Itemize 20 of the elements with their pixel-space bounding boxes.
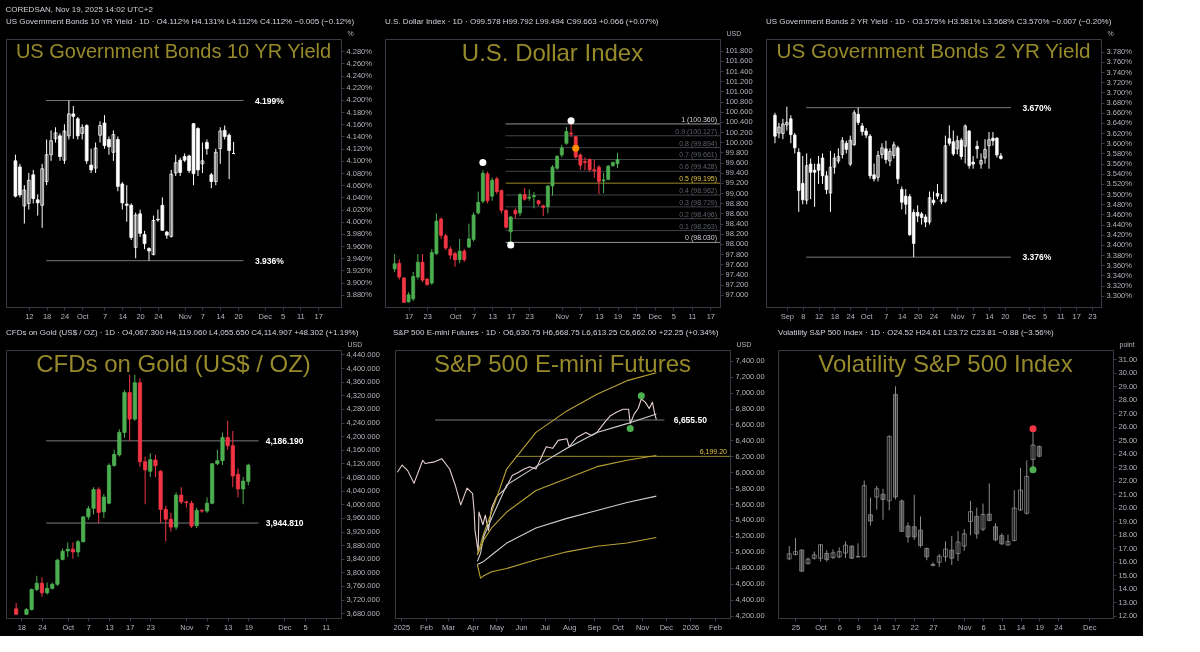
ref-line-label: 3.670% xyxy=(1022,102,1052,113)
chart-title: US Government Bonds 2 YR Yield xyxy=(776,39,1091,62)
chart-subtitle: US Government Bonds 2 YR Yield · 1D · O3.575% H3.581% L3.568% C3.570% −0.007 (−0.20%) xyxy=(766,17,1112,26)
ref-line-label: 4.199% xyxy=(255,95,285,106)
chart-title: U.S. Dollar Index xyxy=(461,39,644,66)
chart-subtitle: US Government Bonds 10 YR Yield · 1D · O4.112% H4.131% L4.112% C4.112% −0.005 (−0.12%) xyxy=(6,17,355,26)
chart-subtitle: S&P 500 E-mini Futures · 1D · O6,630.75 H6,668.75 L6,613.25 C6,662.00 +22.25 (+0.34%) xyxy=(392,328,719,337)
chart-subtitle: Volatility S&P 500 Index · 1D · O24.52 H24.61 L23.72 C23.81 −0.88 (−3.56%) xyxy=(778,328,1054,337)
ref-line-label: 3.936% xyxy=(255,255,285,266)
chart-subtitle: U.S. Dollar Index · 1D · O99.578 H99.792 L99.494 C99.663 +0.066 (+0.07%) xyxy=(385,17,659,26)
chart-title: CFDs on Gold (US$ / OZ) xyxy=(36,350,311,377)
chart-subtitle: CFDs on Gold (US$ / OZ) · 1D · O4,067.300 H4,119.060 L4,055.650 C4,114.907 +48.302 (+1.19%) xyxy=(6,328,359,337)
ref-line-label: 3.376% xyxy=(1022,252,1052,263)
chart-title: Volatility S&P 500 Index xyxy=(818,350,1073,377)
chart-title: US Government Bonds 10 YR Yield xyxy=(15,40,332,62)
ref-line-label: 6,655.50 xyxy=(673,415,708,426)
ref-line-label: 4,186.190 xyxy=(265,435,304,446)
chart-title: S&P 500 E-mini Futures xyxy=(433,350,692,377)
ref-line-label: 3,944.810 xyxy=(265,518,304,529)
text: COREDSAN, Nov 19, 2025 14:02 UTC+2 xyxy=(5,4,154,14)
